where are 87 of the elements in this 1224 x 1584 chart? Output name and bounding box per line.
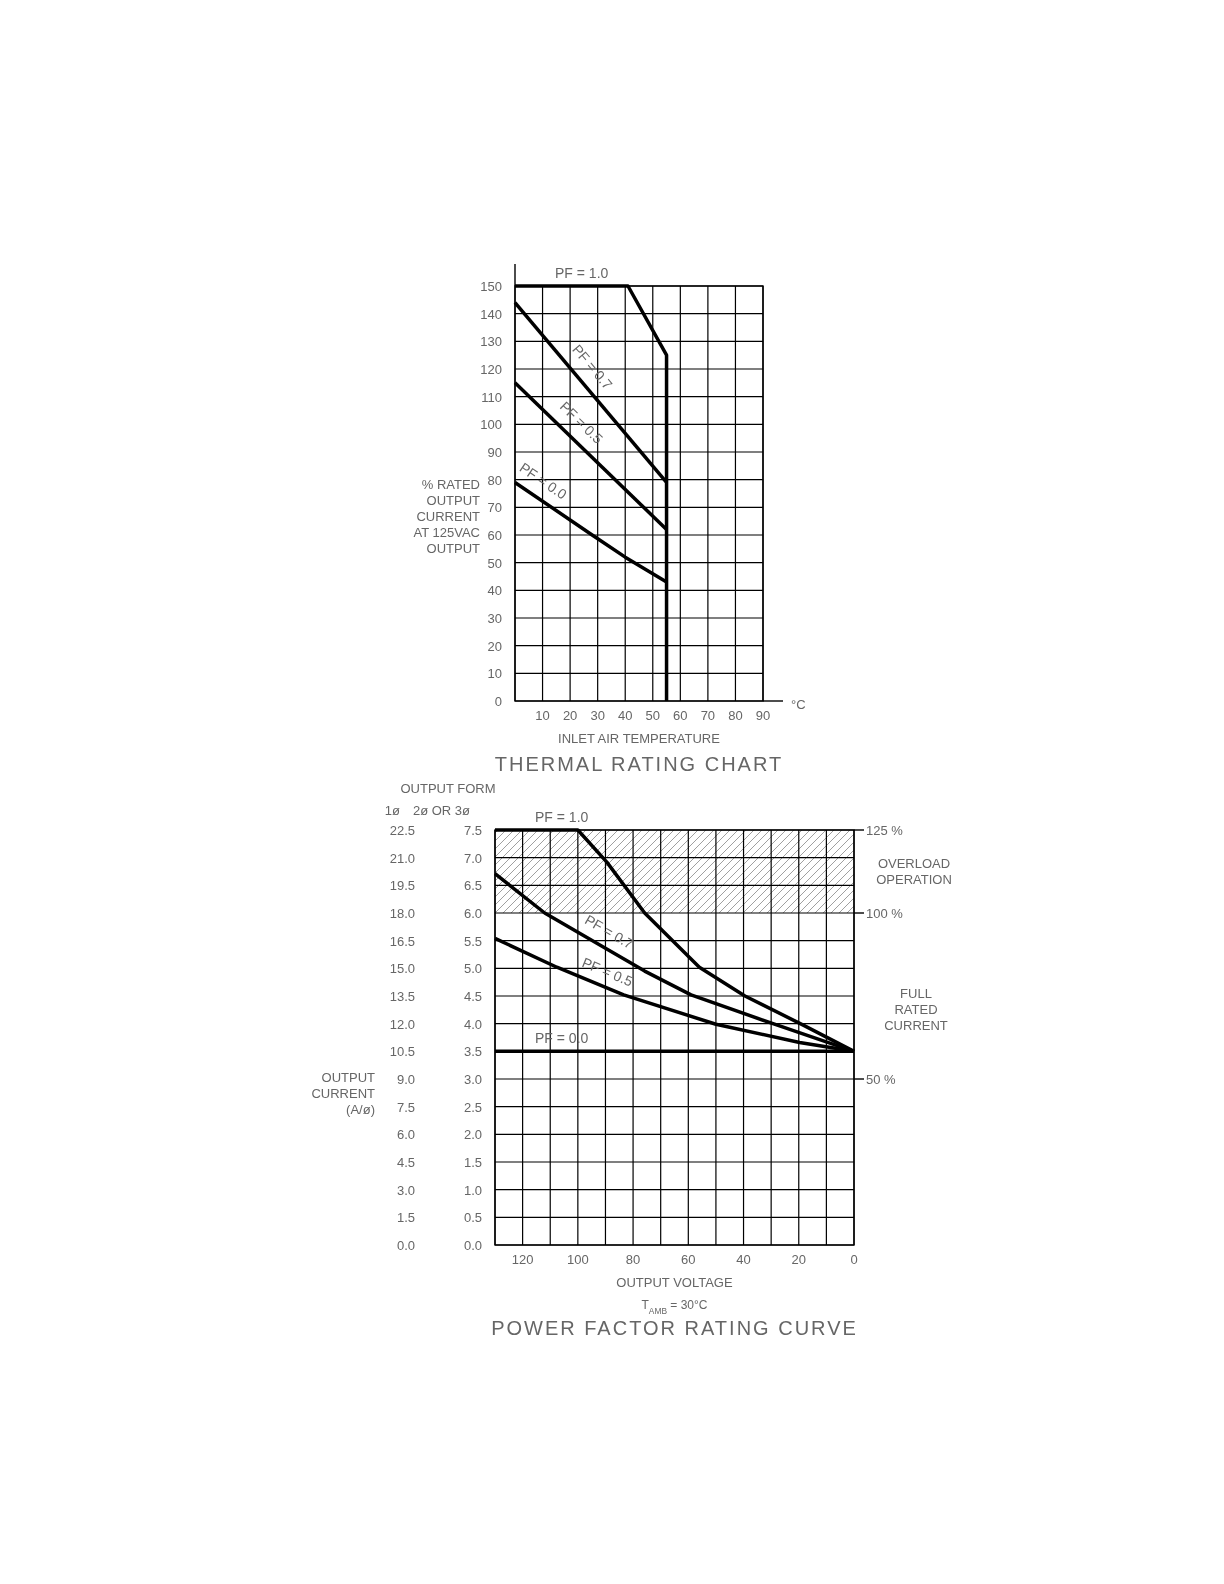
y-tick-label: 1.5 [396,1210,415,1226]
y-tick-label: 22.5 [389,823,415,838]
y-axis-title: OUTPUT CURRENT (A/ø) [311,1070,376,1117]
x-tick-label: 60 [673,708,688,723]
x-tick-label: 50 [645,708,661,723]
x-tick-label: 20 [791,1252,806,1267]
y2-tick-label: 4.5 [463,989,482,1004]
x-tick-label: 60 [681,1252,696,1267]
y3-tick-label: 50 % [866,1072,897,1087]
y-tick-label: 3.0 [396,1182,415,1198]
y-tick-label: 0 [494,694,502,709]
y-tick-label: 19.5 [389,878,415,894]
text: THERMAL RATING CHART [494,753,784,775]
x-tick-label: 100 [566,1252,589,1267]
x-tick-label: 70 [700,708,716,723]
y-tick-label: 130 [480,334,502,350]
y-tick-label: 16.5 [389,933,415,949]
text: POWER FACTOR RATING CURVE [491,1317,858,1339]
x-tick-label: 30 [590,708,605,723]
x-tick-label: 40 [617,708,633,723]
y3-tick-label: 125 % [866,823,904,838]
x-axis-title: INLET AIR TEMPERATURE [558,731,721,746]
x-tick-label: 10 [535,708,550,723]
y-tick-label: 0.0 [396,1238,415,1253]
y2-tick-label: 0.0 [463,1238,482,1253]
y-tick-label: 40 [487,583,502,599]
y-tick-label: 13.5 [389,989,415,1004]
text: PF = 0.7 [569,341,616,393]
x-tick-label: 80 [728,708,743,723]
y2-tick-label: 6.0 [463,906,482,921]
y-tick-label: 10 [487,666,502,682]
y2-tick-label: 0.5 [463,1210,482,1226]
y2-tick-label: 5.5 [463,933,482,949]
text: PF = 0.7 [582,911,637,953]
y2-tick-label: 3.5 [463,1044,482,1060]
y-tick-label: 18.0 [389,906,415,921]
y-tick-label: 21.0 [389,850,415,866]
y-tick-label: 6.0 [396,1127,415,1143]
y-tick-label: 9.0 [396,1072,415,1087]
y2-tick-label: 6.5 [463,878,482,894]
y-tick-label: 15.0 [389,961,415,977]
x-tick-label: 120 [511,1252,534,1267]
y-tick-label: 110 [481,389,502,405]
text: PF = 0.5 [556,398,607,447]
x-tick-label: 20 [562,708,578,723]
text: 1ø [384,803,401,818]
text: PF = 0.5 [579,954,636,990]
x-tick-label: 80 [625,1252,641,1267]
y-tick-label: 30 [487,611,502,626]
series-label: PF = 1.0 [555,265,609,281]
y-tick-label: 10.5 [389,1044,415,1060]
x-tick-label: 0 [850,1252,858,1267]
y-tick-label: 100 [480,417,502,433]
text: OUTPUT FORM [400,781,496,796]
series-label: PF = 1.0 [535,809,589,825]
y2-tick-label: 2.0 [463,1127,482,1143]
y-tick-label: 120 [480,362,502,377]
y-tick-label: 80 [487,472,502,488]
y3-tick-label: 100 % [866,906,904,921]
y-tick-label: 4.5 [396,1155,415,1170]
y2-tick-label: 2.5 [463,1099,482,1115]
band-label: OVERLOAD OPERATION [876,855,952,887]
y-tick-label: 70 [487,500,502,516]
y2-tick-label: 7.0 [463,850,482,866]
y-tick-label: 90 [487,445,502,460]
x-tick-label: 90 [755,708,771,723]
y2-axis-title: 2ø OR 3ø [412,803,471,818]
text: T$_{AMB}$ = 30°C [641,1298,708,1316]
y2-tick-label: 1.5 [463,1155,482,1170]
y-axis-title: % RATED OUTPUT CURRENT AT 125VAC OUTPUT [413,476,481,556]
y-tick-label: 60 [487,528,502,543]
y2-tick-label: 7.5 [463,823,482,838]
y-tick-label: 12.0 [389,1016,415,1032]
y2-tick-label: 4.0 [463,1016,482,1032]
y2-tick-label: 5.0 [463,961,482,977]
y2-tick-label: 3.0 [463,1072,482,1087]
x-axis-title: OUTPUT VOLTAGE [616,1275,733,1290]
y-tick-label: 20 [487,638,502,654]
text: °C [791,697,806,712]
y-tick-label: 7.5 [396,1099,415,1115]
y-tick-label: 150 [480,279,502,294]
y-tick-label: 50 [487,555,502,571]
y2-tick-label: 1.0 [463,1182,482,1198]
text: PF = 0.0 [516,459,570,503]
y-tick-label: 140 [480,306,502,322]
text: FULL RATED CURRENT [884,986,948,1033]
x-tick-label: 40 [736,1252,751,1267]
